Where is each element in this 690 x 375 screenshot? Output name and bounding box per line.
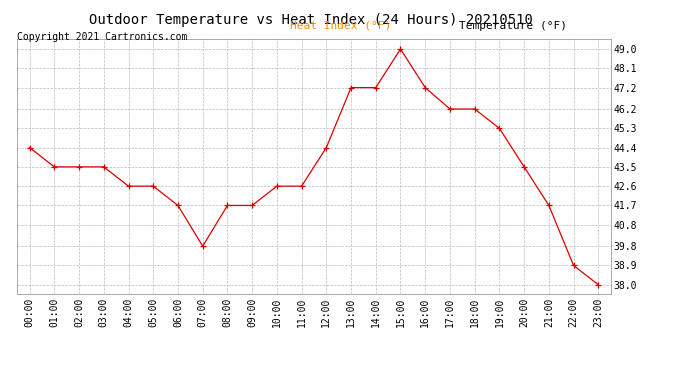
Text: Temperature (°F): Temperature (°F) [459, 21, 567, 31]
Text: Outdoor Temperature vs Heat Index (24 Hours) 20210510: Outdoor Temperature vs Heat Index (24 Ho… [88, 13, 533, 27]
Text: Copyright 2021 Cartronics.com: Copyright 2021 Cartronics.com [17, 32, 188, 42]
Text: Heat Index (°F): Heat Index (°F) [290, 21, 391, 31]
